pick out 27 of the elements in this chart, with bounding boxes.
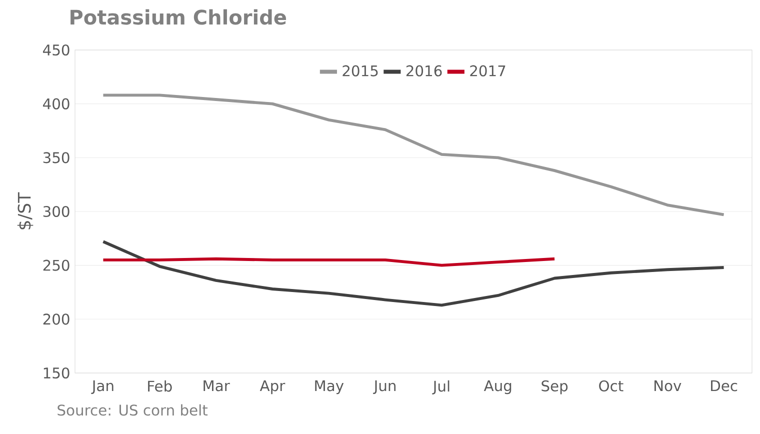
x-tick-label: Sep xyxy=(542,380,568,394)
legend-label: 2016 xyxy=(406,65,442,76)
source-note: Source: US corn belt xyxy=(58,404,208,416)
x-tick-label: Jun xyxy=(373,380,396,394)
x-tick-label: May xyxy=(315,380,344,394)
x-tick-label: Feb xyxy=(148,380,172,392)
y-tick-label: 250 xyxy=(43,260,70,271)
y-tick-label: 200 xyxy=(43,314,70,325)
x-tick-label: Jan xyxy=(91,380,114,394)
line-series xyxy=(102,240,726,307)
x-tick-label: Jul xyxy=(432,380,450,394)
y-tick-label: 400 xyxy=(43,98,70,110)
x-tick-label: Dec xyxy=(711,380,738,392)
line-series xyxy=(102,94,726,216)
legend-label: 2017 xyxy=(470,65,506,76)
x-tick-label: Oct xyxy=(599,380,624,392)
x-tick-label: Aug xyxy=(484,380,512,394)
x-tick-label: Apr xyxy=(260,380,286,394)
x-tick-label: Mar xyxy=(204,380,230,392)
y-tick-label: 450 xyxy=(43,44,70,56)
chart-title: Potassium Chloride xyxy=(70,9,286,25)
x-tick-label: Nov xyxy=(654,380,682,392)
y-axis-title: $/ST xyxy=(17,192,34,230)
y-tick-label: 350 xyxy=(43,152,70,164)
y-tick-label: 150 xyxy=(44,367,70,379)
legend-label: 2015 xyxy=(342,65,378,76)
y-tick-label: 300 xyxy=(43,206,70,218)
